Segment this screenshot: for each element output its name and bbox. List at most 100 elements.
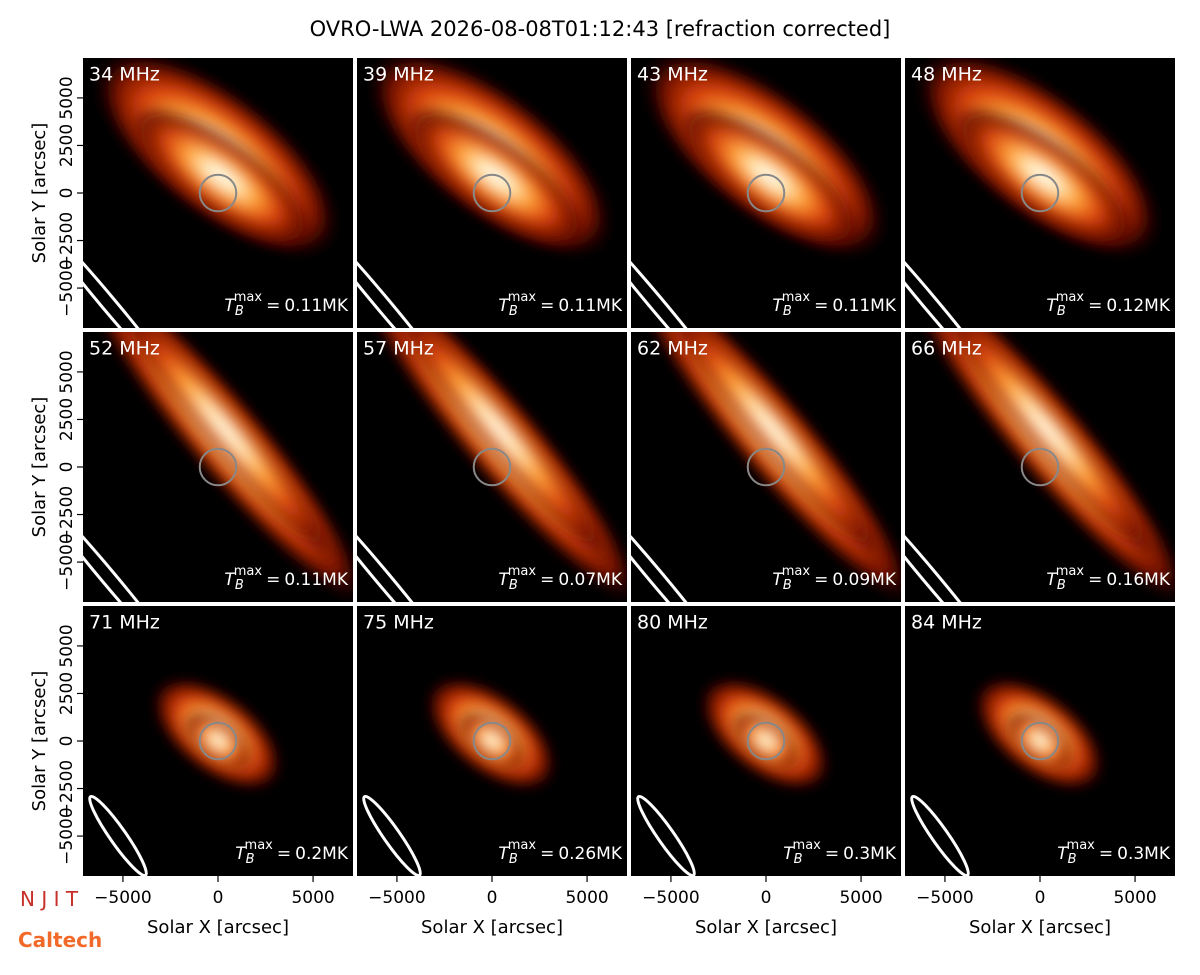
- panel: [905, 332, 1175, 602]
- tb-max: TBmax = 0.2MK: [235, 838, 349, 867]
- tb-unit: MK: [870, 570, 897, 590]
- panel-title: 43 MHz: [637, 64, 708, 86]
- y-tick-label: 0: [57, 736, 77, 747]
- tb-symbol: T: [498, 296, 510, 316]
- solar-limb: [198, 721, 238, 761]
- emission: [130, 105, 314, 249]
- solar-limb: [1020, 173, 1060, 213]
- solar-limb: [746, 721, 786, 761]
- beam: [362, 794, 422, 876]
- tb-sub: B: [783, 304, 792, 319]
- solar-limb: [746, 447, 786, 487]
- emission: [457, 710, 527, 772]
- tb-symbol: T: [498, 570, 510, 590]
- panel-title: 75 MHz: [363, 612, 434, 634]
- x-tick-label: −5000: [916, 888, 974, 908]
- tb-value: 0.3: [843, 844, 870, 864]
- x-tick-label: 0: [487, 888, 498, 908]
- solar-limb: [472, 447, 512, 487]
- tb-symbol: T: [783, 844, 795, 864]
- tb-max: TBmax = 0.07MK: [498, 564, 622, 593]
- y-tick-label: 5000: [57, 350, 77, 393]
- tb-unit: MK: [596, 844, 623, 864]
- panel: [357, 58, 627, 328]
- tb-sup: max: [508, 290, 537, 305]
- tb-sup: max: [245, 838, 274, 853]
- tb-value: 0.12: [1106, 296, 1144, 316]
- figure-title: OVRO-LWA 2026-08-08T01:12:43 [refraction…: [310, 17, 891, 41]
- tb-unit: MK: [870, 844, 897, 864]
- tb-symbol: T: [498, 844, 510, 864]
- tb-sup: max: [793, 838, 822, 853]
- y-tick-label: 5000: [57, 76, 77, 119]
- x-tick-label: 5000: [839, 888, 882, 908]
- tb-max: TBmax = 0.3MK: [1057, 838, 1171, 867]
- tb-sup: max: [508, 838, 537, 853]
- solar-limb: [472, 721, 512, 761]
- tb-max: TBmax = 0.11MK: [772, 290, 896, 319]
- panel-title: 80 MHz: [637, 612, 708, 634]
- y-tick-label: −5000: [57, 259, 77, 317]
- tb-unit: MK: [870, 296, 897, 316]
- tb-relation: =: [540, 844, 554, 864]
- tb-relation: =: [277, 844, 291, 864]
- tb-symbol: T: [772, 570, 784, 590]
- tb-sup: max: [234, 290, 263, 305]
- x-tick-label: −5000: [94, 888, 152, 908]
- tb-relation: =: [1088, 570, 1102, 590]
- emission: [662, 332, 885, 561]
- emission: [1005, 710, 1075, 772]
- panel-title: 52 MHz: [89, 338, 160, 360]
- tb-max: TBmax = 0.09MK: [772, 564, 896, 593]
- panel-title: 66 MHz: [911, 338, 982, 360]
- y-tick-label: −5000: [57, 533, 77, 591]
- tb-sup: max: [782, 564, 811, 579]
- solar-limb: [746, 173, 786, 213]
- panel-title: 34 MHz: [89, 64, 160, 86]
- tb-sub: B: [1057, 578, 1066, 593]
- tb-unit: MK: [596, 296, 623, 316]
- tb-value: 0.07: [558, 570, 596, 590]
- y-tick-label: 0: [57, 462, 77, 473]
- beam: [357, 217, 455, 328]
- tb-unit: MK: [322, 570, 349, 590]
- emission: [731, 710, 801, 772]
- tb-value: 0.16: [1106, 570, 1144, 590]
- panel: [631, 606, 901, 876]
- x-tick-label: 5000: [565, 888, 608, 908]
- tb-value: 0.3: [1117, 844, 1144, 864]
- tb-sub: B: [1057, 304, 1066, 319]
- tb-symbol: T: [224, 570, 236, 590]
- tb-unit: MK: [1144, 570, 1171, 590]
- tb-sub: B: [1068, 852, 1077, 867]
- tb-sup: max: [1056, 564, 1085, 579]
- beam: [83, 491, 181, 602]
- tb-symbol: T: [224, 296, 236, 316]
- tb-sup: max: [1067, 838, 1096, 853]
- emission: [388, 332, 611, 561]
- x-tick-label: 0: [213, 888, 224, 908]
- tb-max: TBmax = 0.11MK: [224, 290, 348, 319]
- panel: [83, 606, 353, 876]
- tb-value: 0.11: [832, 296, 870, 316]
- tb-symbol: T: [1046, 570, 1058, 590]
- emission: [404, 105, 588, 249]
- tb-unit: MK: [322, 844, 349, 864]
- emission: [678, 105, 862, 249]
- logo-njit: N J I T: [20, 887, 79, 911]
- beam: [88, 794, 148, 876]
- tb-sup: max: [1056, 290, 1085, 305]
- tb-max: TBmax = 0.11MK: [498, 290, 622, 319]
- tb-sub: B: [235, 304, 244, 319]
- x-tick-label: 5000: [1113, 888, 1156, 908]
- tb-relation: =: [825, 844, 839, 864]
- x-tick-label: 5000: [291, 888, 334, 908]
- tb-value: 0.26: [558, 844, 596, 864]
- beam: [631, 217, 729, 328]
- tb-sub: B: [235, 578, 244, 593]
- x-tick-label: −5000: [642, 888, 700, 908]
- tb-max: TBmax = 0.11MK: [224, 564, 348, 593]
- tb-symbol: T: [1046, 296, 1058, 316]
- beam: [357, 491, 455, 602]
